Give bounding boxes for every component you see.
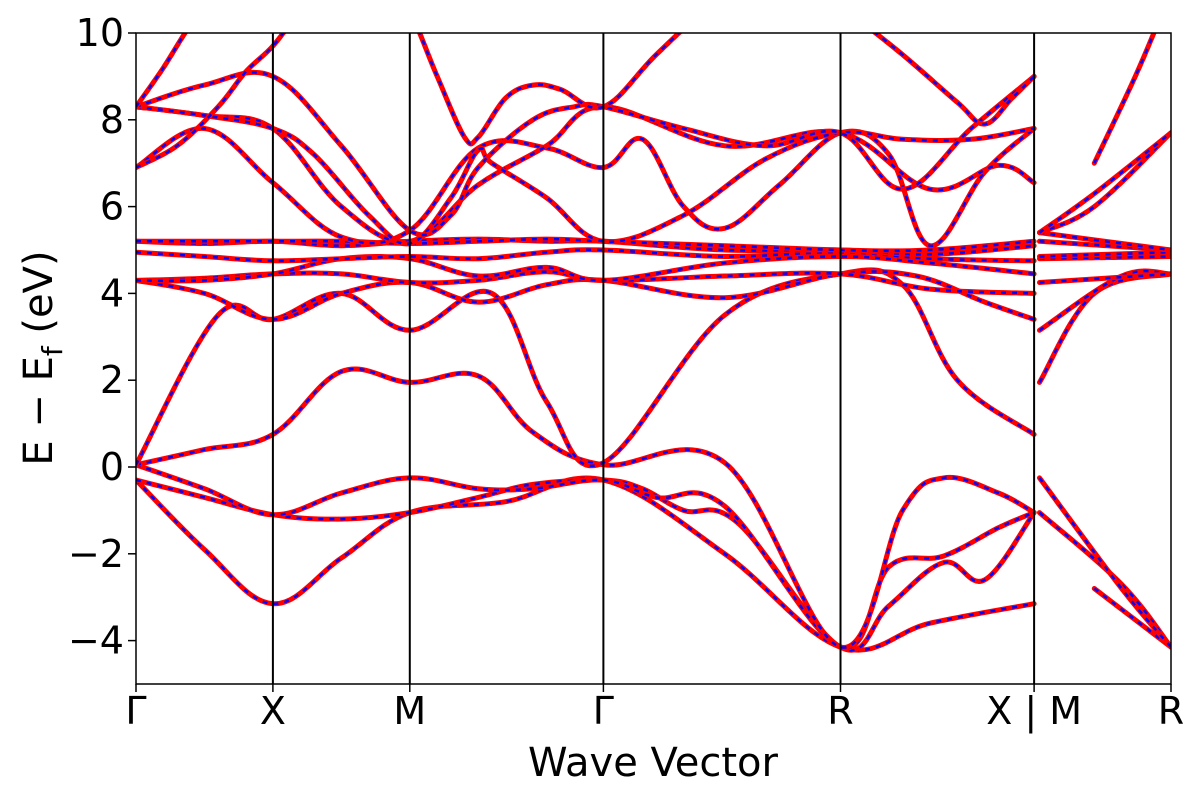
x-tick-label: R	[1158, 689, 1184, 733]
y-axis-ticks: −4 −2 0 2 4 6 8 10	[68, 11, 136, 663]
y-tick-label: 8	[100, 98, 124, 142]
y-tick-label: 10	[76, 11, 124, 55]
x-tick-label: Γ	[593, 689, 614, 733]
y-tick-label: 6	[100, 185, 124, 229]
band-3-seg-1-fit	[1038, 477, 1171, 648]
band-16-seg-0-dft	[136, 33, 188, 110]
y-axis-title-main: E − E	[16, 356, 62, 466]
band-19-seg-0-fit	[873, 33, 1035, 126]
y-axis-title-unit: (eV)	[16, 250, 62, 346]
y-axis-title: E − Ef (eV)	[16, 250, 69, 465]
band-6-seg-1-fit	[1039, 272, 1171, 284]
band-10-seg-1-fit	[1039, 231, 1171, 252]
band-17-seg-0-fit	[418, 33, 681, 146]
y-tick-label: 4	[100, 271, 124, 315]
band-8-seg-1-fit	[1039, 250, 1171, 258]
x-tick-label: X	[260, 689, 286, 733]
svg-text:E − Ef (eV): E − Ef (eV)	[16, 250, 69, 465]
band-11-seg-0-fit	[136, 127, 1035, 247]
x-axis-title: Wave Vector	[528, 740, 779, 786]
high-symmetry-lines	[271, 33, 1036, 684]
band-13-seg-0-fit	[136, 105, 1035, 246]
x-tick-label: X | M	[986, 689, 1082, 734]
y-tick-label: −2	[68, 532, 124, 576]
band-14-seg-0-fit	[136, 71, 1035, 237]
band-7-seg-0-fit	[136, 255, 1035, 283]
band-12-seg-1-fit	[1038, 131, 1171, 234]
y-axis-title-subscript: f	[36, 345, 69, 356]
y-tick-label: 2	[100, 358, 124, 402]
band-0-seg-0-dft	[136, 475, 1037, 653]
x-axis-ticks: Γ X M Γ R X | M R	[125, 684, 1184, 734]
band-2-seg-0-dft	[136, 462, 1037, 651]
x-tick-label: M	[393, 689, 426, 733]
band-1-seg-0-fit	[136, 478, 1036, 652]
band-20-seg-0-dft	[1091, 33, 1157, 166]
y-tick-label: −4	[68, 619, 124, 663]
x-tick-label: Γ	[125, 689, 146, 733]
y-tick-label: 0	[100, 445, 124, 489]
band-12-seg-0-fit	[136, 105, 1035, 244]
plot-frame	[135, 32, 1172, 685]
band-7-seg-1-fit	[1039, 255, 1171, 260]
x-tick-label: R	[827, 689, 853, 733]
